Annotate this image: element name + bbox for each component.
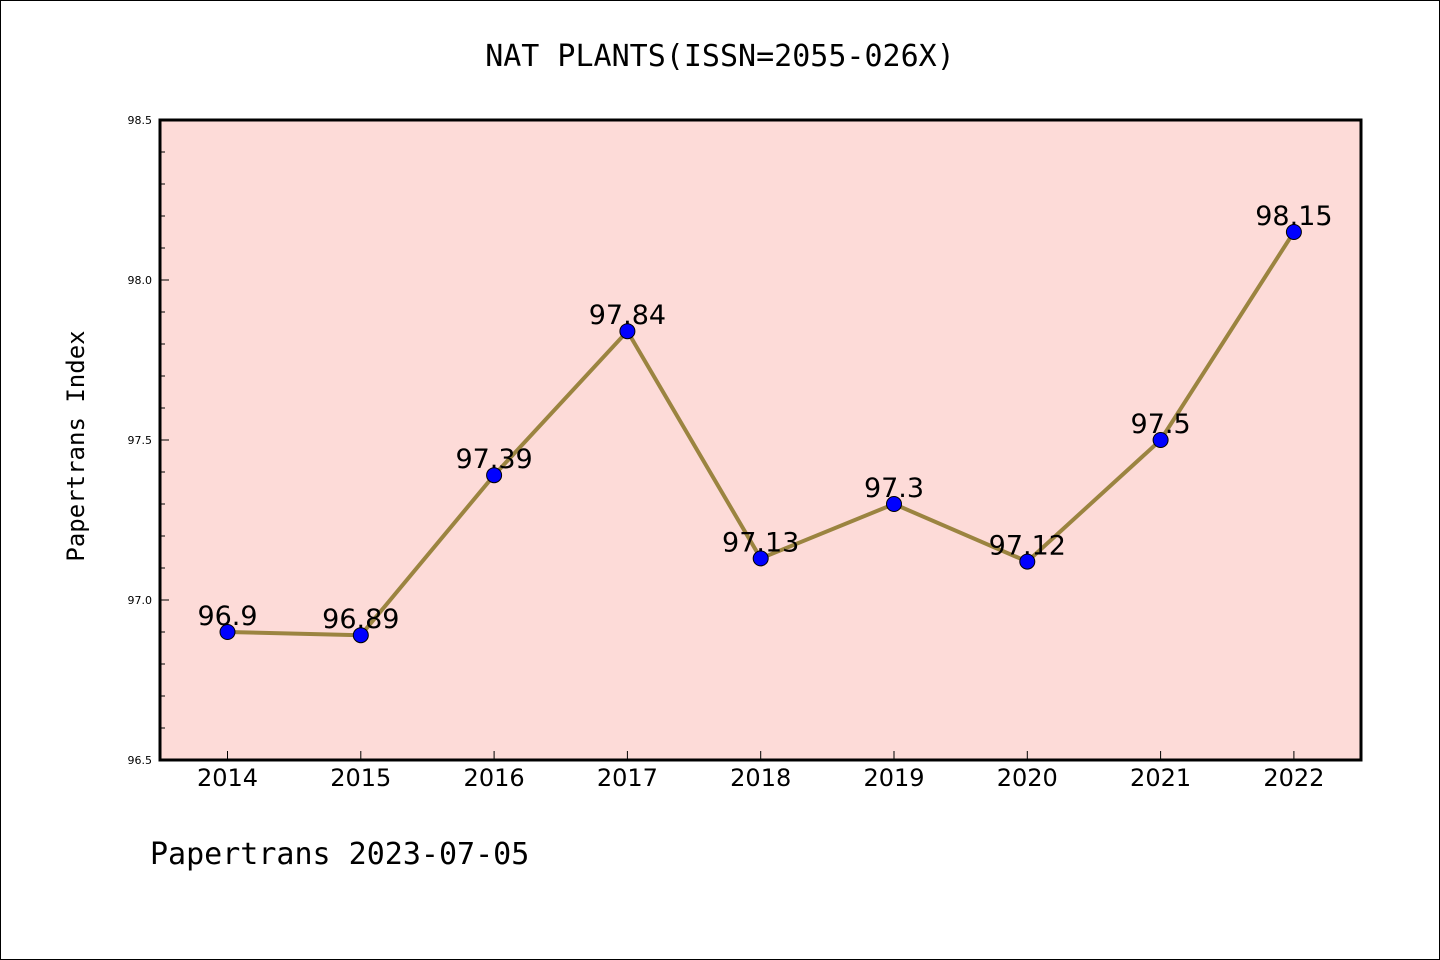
x-tick-label: 2017 xyxy=(597,764,658,792)
plot-area xyxy=(160,120,1361,760)
x-tick-label: 2018 xyxy=(730,764,791,792)
x-tick-label: 2022 xyxy=(1263,764,1324,792)
data-label: 97.3 xyxy=(864,473,924,504)
y-tick-label: 97.0 xyxy=(128,594,153,607)
data-label: 98.15 xyxy=(1255,201,1332,232)
data-label: 96.9 xyxy=(197,601,257,632)
x-tick-label: 2016 xyxy=(464,764,525,792)
data-label: 97.12 xyxy=(989,531,1066,562)
y-tick-label: 97.5 xyxy=(128,434,153,447)
data-label: 97.5 xyxy=(1131,409,1191,440)
x-tick-label: 2014 xyxy=(197,764,258,792)
data-label: 97.84 xyxy=(589,300,666,331)
x-tick-label: 2020 xyxy=(997,764,1058,792)
y-tick-label: 98.5 xyxy=(128,114,153,127)
footer-text: Papertrans 2023-07-05 xyxy=(150,837,529,872)
data-label: 97.13 xyxy=(722,527,799,558)
x-tick-label: 2019 xyxy=(863,764,924,792)
y-tick-label: 98.0 xyxy=(128,274,153,287)
data-label: 96.89 xyxy=(322,604,399,635)
chart-title: NAT PLANTS(ISSN=2055-026X) xyxy=(485,39,955,74)
data-label: 97.39 xyxy=(455,444,532,475)
x-tick-label: 2021 xyxy=(1130,764,1191,792)
x-tick-label: 2015 xyxy=(330,764,391,792)
y-tick-label: 96.5 xyxy=(128,754,153,767)
y-axis-label: Papertrans Index xyxy=(62,330,90,561)
